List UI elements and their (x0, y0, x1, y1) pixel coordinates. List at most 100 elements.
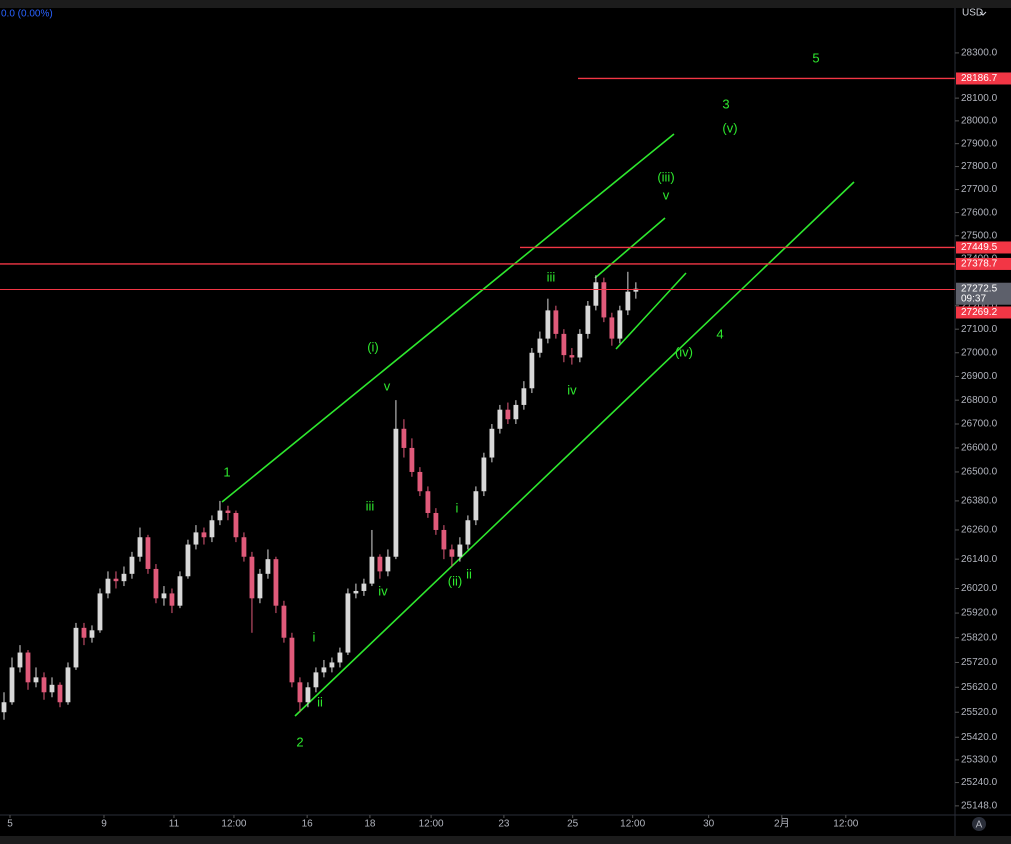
wave-label: 5 (812, 50, 819, 65)
candle-body (529, 352, 535, 389)
candle-body (233, 512, 239, 538)
candle-body (369, 556, 375, 584)
candle-body (161, 593, 167, 599)
y-tick-label: 26700.0 (961, 419, 998, 430)
y-tick-label: 26900.0 (961, 371, 998, 382)
candle-body (537, 338, 543, 353)
x-tick-label: 9 (101, 819, 107, 830)
x-tick-label: 16 (302, 819, 314, 830)
candle-body (41, 677, 47, 693)
candle-body (609, 317, 615, 339)
y-tick-label: 27800.0 (961, 161, 998, 172)
candle-body (249, 556, 255, 599)
candle-body (73, 627, 79, 668)
price-label-bg (956, 257, 1011, 270)
currency-caret (979, 11, 987, 16)
wave-label: iv (567, 382, 577, 397)
y-tick-label: 25148.0 (961, 801, 998, 812)
wave-label: iii (366, 498, 375, 513)
candle-body (489, 428, 495, 458)
candle-body (353, 590, 359, 594)
price-label: 28186.7 (961, 73, 998, 84)
wave-label: iii (547, 269, 556, 284)
candle-body (337, 652, 343, 663)
currency: USD (962, 8, 983, 19)
candle-body (177, 576, 183, 606)
wave-label: 4 (716, 326, 723, 341)
y-tick-label: 25720.0 (961, 657, 998, 668)
y-tick-label: 27700.0 (961, 184, 998, 195)
y-tick-label: 26380.0 (961, 496, 998, 507)
candle-body (377, 556, 383, 572)
candle-body (113, 578, 119, 582)
y-tick-label: 28000.0 (961, 116, 998, 127)
candle-body (217, 510, 223, 521)
x-tick-label: 12:00 (833, 819, 858, 830)
candle-body (9, 667, 15, 703)
y-tick-label: 26800.0 (961, 395, 998, 406)
last-price-bg (956, 282, 1011, 305)
candle-body (137, 537, 143, 557)
trend-line (294, 181, 855, 717)
wave-label: ii (317, 694, 323, 709)
wave-label: 3 (722, 96, 729, 111)
candle-body (449, 549, 455, 557)
candle-body (169, 593, 175, 606)
trend-line (221, 133, 675, 503)
candle-body (393, 428, 399, 557)
candle-body (81, 627, 87, 638)
candle-body (425, 491, 431, 513)
price-label: 27449.5 (961, 242, 998, 253)
candle-body (441, 529, 447, 550)
candle-body (409, 447, 415, 472)
x-tick-label: 2月 (774, 818, 790, 830)
candle-body (185, 544, 191, 577)
candle-body (97, 593, 103, 631)
header-change: 0.0 (0.00%) (1, 9, 53, 20)
candle-body (633, 288, 639, 292)
wave-label: ii (466, 566, 472, 581)
candle-body (321, 667, 327, 673)
candle-body (129, 556, 135, 574)
candle-body (257, 573, 263, 599)
y-tick-label: 26140.0 (961, 554, 998, 565)
y-tick-label: 27600.0 (961, 207, 998, 218)
candle-body (433, 512, 439, 530)
wave-label: iv (378, 583, 388, 598)
trend-lines (221, 133, 855, 717)
candle-body (105, 578, 111, 594)
x-tick-label: 23 (498, 819, 510, 830)
wave-label: 1 (223, 464, 230, 479)
candle-body (193, 532, 199, 545)
candle-body (265, 559, 271, 574)
x-tick-label: 18 (364, 819, 376, 830)
y-tick-label: 25920.0 (961, 608, 998, 619)
candle-body (401, 428, 407, 448)
candle-body (593, 282, 599, 306)
wave-label: i (456, 500, 459, 515)
x-tick-label: 12:00 (620, 819, 645, 830)
x-tick-label: 25 (567, 819, 579, 830)
candle-body (361, 583, 367, 591)
y-tick-label: 26500.0 (961, 467, 998, 478)
candle-body (1, 702, 7, 713)
y-tick-label: 28100.0 (961, 93, 998, 104)
candle-body (569, 355, 575, 358)
wave-label: 2 (296, 734, 303, 749)
candle-body (545, 310, 551, 339)
scale-button[interactable] (972, 817, 986, 831)
candle-body (329, 662, 335, 668)
wave-label: v (663, 187, 670, 202)
x-tick-label: 5 (7, 819, 13, 830)
wave-label: (iii) (657, 169, 674, 184)
candle-body (553, 310, 559, 334)
price-label-bg (956, 306, 1011, 319)
y-tick-label: 25240.0 (961, 777, 998, 788)
candle-body (65, 667, 71, 703)
candle-body (521, 388, 527, 405)
candle-body (577, 333, 583, 358)
candle-body (345, 593, 351, 653)
scale-mode[interactable]: A (976, 820, 983, 831)
candle-body (417, 471, 423, 492)
y-tick-label: 25620.0 (961, 682, 998, 693)
